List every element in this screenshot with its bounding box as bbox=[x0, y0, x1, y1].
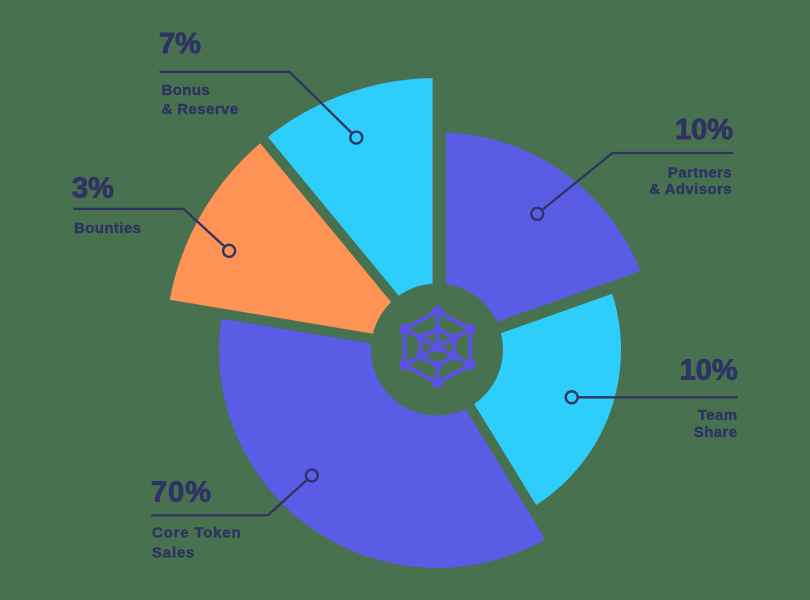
svg-text:Partners: Partners bbox=[668, 165, 732, 182]
svg-text:Bonus: Bonus bbox=[162, 82, 211, 99]
svg-text:10%: 10% bbox=[680, 355, 738, 387]
svg-text:7%: 7% bbox=[159, 28, 201, 60]
svg-text:& Advisors: & Advisors bbox=[649, 181, 732, 198]
svg-text:Core Token: Core Token bbox=[152, 525, 241, 542]
svg-text:70%: 70% bbox=[151, 477, 212, 509]
svg-text:3%: 3% bbox=[72, 173, 114, 205]
svg-text:Team: Team bbox=[698, 407, 738, 424]
svg-text:& Reserve: & Reserve bbox=[162, 101, 239, 118]
svg-text:Share: Share bbox=[694, 424, 738, 441]
svg-text:10%: 10% bbox=[675, 114, 733, 146]
svg-text:Bounties: Bounties bbox=[74, 220, 141, 237]
svg-text:Sales: Sales bbox=[152, 545, 195, 562]
